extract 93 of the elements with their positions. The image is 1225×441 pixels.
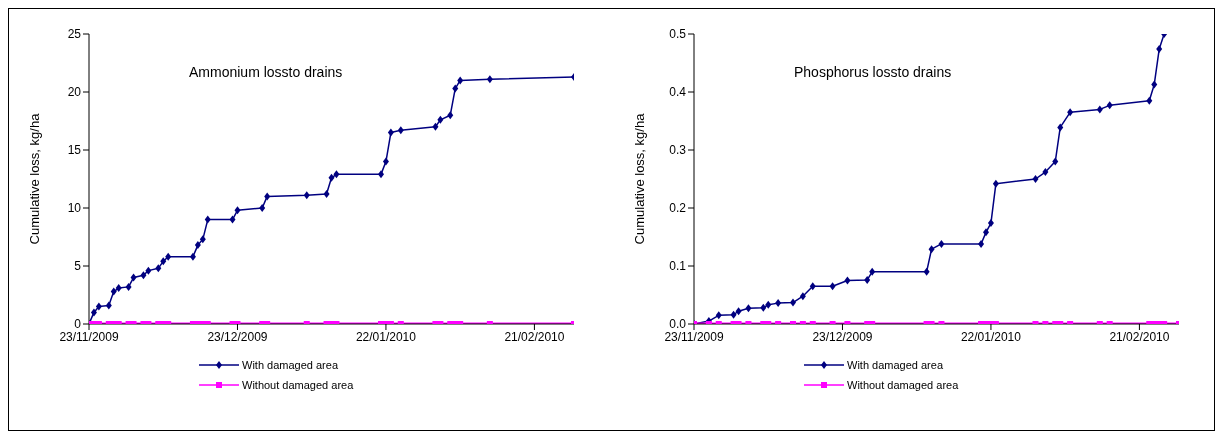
point <box>844 276 851 285</box>
point <box>387 128 394 137</box>
point <box>923 267 930 276</box>
point <box>789 298 796 307</box>
point <box>799 292 806 301</box>
point <box>735 307 742 316</box>
point <box>110 287 117 296</box>
point <box>199 235 206 244</box>
point <box>1032 175 1039 183</box>
point <box>486 75 493 84</box>
point <box>234 206 241 215</box>
point <box>194 241 201 250</box>
x-tick-label: 23/11/2009 <box>664 329 724 344</box>
x-tick-label: 23/12/2009 <box>207 329 268 344</box>
point <box>323 190 330 199</box>
y-axis-title: Cumulative loss, kg/ha <box>26 112 42 245</box>
text: Ammonium lossto drains <box>189 64 343 80</box>
point <box>760 303 767 312</box>
point <box>115 284 122 293</box>
point <box>140 271 147 280</box>
y-tick-label: 0.1 <box>669 259 687 274</box>
point <box>928 245 935 254</box>
point <box>264 192 271 201</box>
point <box>130 273 137 282</box>
point <box>938 239 945 248</box>
point <box>95 302 102 311</box>
point <box>155 264 162 273</box>
point <box>869 267 876 276</box>
point <box>90 308 97 317</box>
point <box>382 157 389 166</box>
y-tick-label: 25 <box>67 27 82 42</box>
point <box>432 122 439 131</box>
point <box>437 115 444 124</box>
point <box>328 173 335 182</box>
y-tick-label: 5 <box>74 259 82 274</box>
y-tick-label: 10 <box>67 201 82 216</box>
x-tick-label: 21/02/2010 <box>504 329 565 344</box>
y-tick-label: 0.3 <box>669 143 687 158</box>
y-tick-label: 15 <box>67 143 82 158</box>
point <box>775 299 782 308</box>
point <box>864 275 871 284</box>
point <box>1151 80 1158 89</box>
y-tick-label: 0.5 <box>669 27 687 42</box>
point <box>1067 108 1074 117</box>
point <box>145 266 152 275</box>
x-tick-label: 22/01/2010 <box>960 329 1022 344</box>
point <box>1156 45 1163 54</box>
point <box>160 257 167 266</box>
point <box>1042 168 1049 177</box>
text: Phosphorus lossto drains <box>794 64 952 80</box>
point <box>452 84 459 93</box>
point <box>829 282 836 291</box>
point <box>745 304 752 313</box>
y-tick-label: 20 <box>67 85 82 100</box>
point <box>1057 123 1064 132</box>
point <box>457 76 464 85</box>
point <box>1052 157 1059 166</box>
point <box>1096 105 1103 114</box>
point <box>397 126 404 135</box>
legend-label: With damaged area <box>242 359 338 371</box>
point <box>1106 101 1113 110</box>
point <box>259 204 266 212</box>
y-tick-label: 0.2 <box>669 201 687 216</box>
y-axis-title: Cumulative loss, kg/ha <box>631 112 647 245</box>
point <box>189 252 196 261</box>
x-tick-label: 23/11/2009 <box>59 329 119 344</box>
point <box>204 215 211 224</box>
point <box>715 311 722 320</box>
point <box>987 219 994 228</box>
point <box>992 179 999 188</box>
x-tick-label: 23/12/2009 <box>812 329 873 344</box>
point <box>730 310 737 319</box>
legend-label: Without damaged area <box>242 379 354 391</box>
point <box>303 191 310 200</box>
point <box>447 111 454 120</box>
point <box>1146 96 1153 105</box>
point <box>978 239 985 248</box>
point <box>765 300 772 309</box>
y-tick-label: 0.4 <box>669 85 687 100</box>
point <box>333 170 340 179</box>
point <box>105 301 112 310</box>
x-tick-label: 21/02/2010 <box>1109 329 1170 344</box>
y-tick-label: 0 <box>74 317 82 332</box>
legend-label: With damaged area <box>847 359 943 371</box>
legend-label: Without damaged area <box>847 379 959 391</box>
point <box>982 228 989 237</box>
x-tick-label: 22/01/2010 <box>355 329 417 344</box>
point <box>125 282 132 291</box>
y-tick-label: 0.0 <box>669 317 687 332</box>
point <box>809 282 816 291</box>
point <box>377 170 384 179</box>
point <box>165 252 172 261</box>
point <box>229 215 236 224</box>
